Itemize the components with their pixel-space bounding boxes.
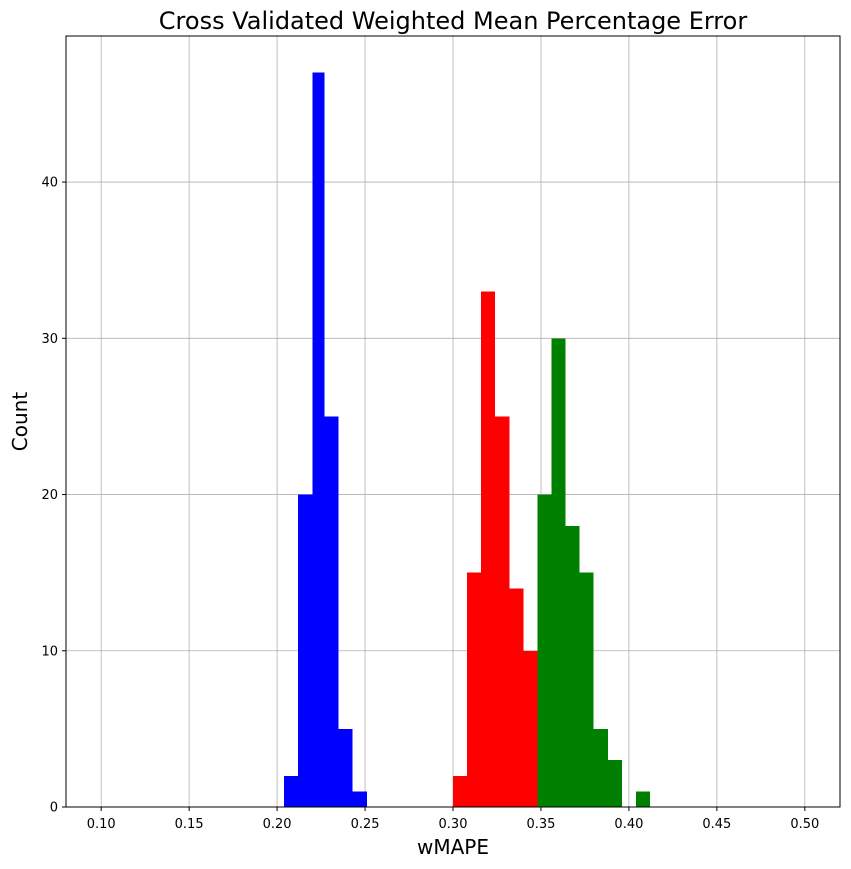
histogram-bar [284,775,299,807]
histogram-bar [523,650,538,807]
histogram-bar [607,760,622,807]
histogram-bar [537,494,552,807]
histogram-bar [453,775,468,807]
x-tick-label: 0.45 [702,817,731,832]
x-tick-label: 0.25 [351,817,380,832]
x-tick-label: 0.15 [175,817,204,832]
x-tick-label: 0.50 [790,817,819,832]
y-axis-title: Count [8,392,32,452]
histogram-bar [635,791,651,807]
histogram-bar [565,525,580,807]
y-tick-label: 40 [41,176,58,191]
x-tick-label: 0.10 [87,817,116,832]
x-tick-label: 0.35 [526,817,555,832]
grid-lines [66,36,840,808]
histogram-bar [467,572,482,807]
histogram-bar [324,416,339,807]
y-tick-label: 30 [41,332,58,347]
y-axis-ticks: 0 10 20 30 40 [41,176,66,816]
histogram-bar [551,338,566,807]
x-tick-label: 0.30 [439,817,468,832]
histogram-bar [593,728,608,807]
histogram-bars [284,72,651,807]
histogram-bar [481,291,496,807]
histogram-bar [352,791,367,807]
y-tick-label: 20 [41,488,58,503]
histogram-bar [509,588,524,807]
y-tick-label: 10 [41,644,58,659]
x-axis-ticks: 0.10 0.15 0.20 0.25 0.30 0.35 0.40 0.45 0.50 [87,807,819,832]
y-tick-label: 0 [50,801,58,816]
x-tick-label: 0.40 [614,817,643,832]
histogram-bar [298,494,313,807]
x-axis-title: wMAPE [417,835,489,859]
histogram-bar [579,572,594,807]
chart-title: Cross Validated Weighted Mean Percentage… [159,7,748,35]
histogram-bar [338,728,353,807]
histogram-bar [495,416,510,807]
histogram-bar [312,72,325,807]
x-tick-label: 0.20 [263,817,292,832]
